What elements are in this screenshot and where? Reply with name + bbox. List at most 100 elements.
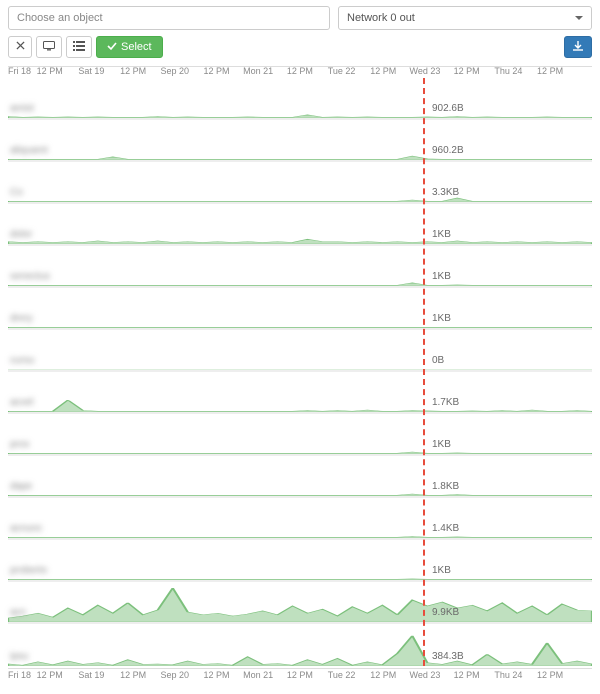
row-value: 384.3B xyxy=(432,651,464,662)
row-value: 1KB xyxy=(432,271,451,282)
chart-row[interactable]: dape 1.8KB xyxy=(8,456,592,498)
row-label: prox xyxy=(10,439,29,450)
row-label: amist xyxy=(10,103,34,114)
chart-row[interactable]: acnunc 1.4KB xyxy=(8,498,592,540)
axis-tick: Sep 20 xyxy=(161,670,190,680)
row-label: aliquamt xyxy=(10,145,48,156)
axis-tick: 12 PM xyxy=(537,66,563,76)
row-label: Co xyxy=(10,187,23,198)
sparkline xyxy=(8,78,592,118)
axis-tick: 12 PM xyxy=(37,66,63,76)
metric-dropdown[interactable]: Network 0 out xyxy=(338,6,592,30)
sparkline xyxy=(8,288,592,328)
axis-tick: 12 PM xyxy=(370,670,396,680)
axis-tick: 12 PM xyxy=(203,670,229,680)
axis-tick: Tue 22 xyxy=(328,670,356,680)
row-value: 960.2B xyxy=(432,145,464,156)
row-label: acn xyxy=(10,607,26,618)
axis-tick: Sat 19 xyxy=(78,670,104,680)
sparkline xyxy=(8,162,592,202)
chart-area[interactable]: amist 902.6B aliquamt 960.2B Co 3.3KB dolor 1KB… xyxy=(8,78,592,666)
chart-row[interactable]: drery 1KB xyxy=(8,288,592,330)
object-placeholder: Choose an object xyxy=(17,12,103,24)
sparkline xyxy=(8,624,592,666)
chart-row[interactable]: acn 9.9KB xyxy=(8,582,592,624)
list-icon xyxy=(73,41,85,54)
axis-tick: Thu 24 xyxy=(494,670,522,680)
axis-tick: Sat 19 xyxy=(78,66,104,76)
axis-tick: Fri 18 xyxy=(8,670,31,680)
chart-row[interactable]: prox 1KB xyxy=(8,414,592,456)
axis-tick: 12 PM xyxy=(537,670,563,680)
sparkline xyxy=(8,582,592,622)
axis-tick: 12 PM xyxy=(454,66,480,76)
object-combobox[interactable]: Choose an object xyxy=(8,6,330,30)
row-label: drery xyxy=(10,313,33,324)
view-monitor-button[interactable] xyxy=(36,36,62,58)
axis-tick: Sep 20 xyxy=(161,66,190,76)
sparkline xyxy=(8,498,592,538)
sparkline xyxy=(8,456,592,496)
axis-tick: Wed 23 xyxy=(410,66,441,76)
chart-row[interactable]: amist 902.6B xyxy=(8,78,592,120)
select-button-label: Select xyxy=(121,41,152,53)
caret-down-icon xyxy=(575,16,583,20)
chart-row[interactable]: proberto 1KB xyxy=(8,540,592,582)
axis-tick: 12 PM xyxy=(37,670,63,680)
row-value: 1KB xyxy=(432,313,451,324)
row-value: 1.7KB xyxy=(432,397,459,408)
download-button[interactable] xyxy=(564,36,592,58)
close-icon xyxy=(16,41,25,53)
axis-tick: Mon 21 xyxy=(243,670,273,680)
chart-row[interactable]: dolor 1KB xyxy=(8,204,592,246)
row-value: 1.8KB xyxy=(432,481,459,492)
sparkline xyxy=(8,330,592,370)
time-axis-bottom: Fri 18 12 PM Sat 19 12 PM Sep 20 12 PM Mon 21 1… xyxy=(8,668,592,680)
chart-row[interactable]: ipsu 384.3B xyxy=(8,624,592,666)
axis-tick: 12 PM xyxy=(287,670,313,680)
chart-row[interactable]: aliquamt 960.2B xyxy=(8,120,592,162)
row-label: dolor xyxy=(10,229,32,240)
row-value: 0B xyxy=(432,355,444,366)
axis-tick: 12 PM xyxy=(370,66,396,76)
sparkline xyxy=(8,414,592,454)
metric-dropdown-label: Network 0 out xyxy=(347,12,415,24)
chart-row[interactable]: senectus 1KB xyxy=(8,246,592,288)
sparkline xyxy=(8,204,592,244)
row-value: 1KB xyxy=(432,229,451,240)
sparkline xyxy=(8,540,592,580)
chart-row[interactable]: Co 3.3KB xyxy=(8,162,592,204)
row-value: 9.9KB xyxy=(432,607,459,618)
sparkline xyxy=(8,120,592,160)
row-label: proberto xyxy=(10,565,47,576)
axis-tick: 12 PM xyxy=(287,66,313,76)
row-value: 1KB xyxy=(432,565,451,576)
axis-tick: 12 PM xyxy=(454,670,480,680)
row-value: 902.6B xyxy=(432,103,464,114)
sparkline xyxy=(8,246,592,286)
sparkline xyxy=(8,372,592,412)
row-label: acvel xyxy=(10,397,33,408)
axis-tick: 12 PM xyxy=(203,66,229,76)
row-value: 1KB xyxy=(432,439,451,450)
download-icon xyxy=(572,40,584,55)
close-button[interactable] xyxy=(8,36,32,58)
row-value: 1.4KB xyxy=(432,523,459,534)
axis-tick: Fri 18 xyxy=(8,66,31,76)
chart-row[interactable]: acvel 1.7KB xyxy=(8,372,592,414)
select-button[interactable]: Select xyxy=(96,36,163,58)
monitor-icon xyxy=(43,41,55,54)
axis-tick: Tue 22 xyxy=(328,66,356,76)
row-label: dape xyxy=(10,481,32,492)
chart-row[interactable]: cursu0B xyxy=(8,330,592,372)
axis-tick: Mon 21 xyxy=(243,66,273,76)
view-list-button[interactable] xyxy=(66,36,92,58)
time-axis-top: Fri 18 12 PM Sat 19 12 PM Sep 20 12 PM Mon 21 1… xyxy=(8,66,592,78)
row-label: ipsu xyxy=(10,651,28,662)
axis-tick: 12 PM xyxy=(120,66,146,76)
row-label: acnunc xyxy=(10,523,42,534)
axis-tick: Thu 24 xyxy=(494,66,522,76)
row-label: senectus xyxy=(10,271,50,282)
check-icon xyxy=(107,41,117,54)
row-value: 3.3KB xyxy=(432,187,459,198)
